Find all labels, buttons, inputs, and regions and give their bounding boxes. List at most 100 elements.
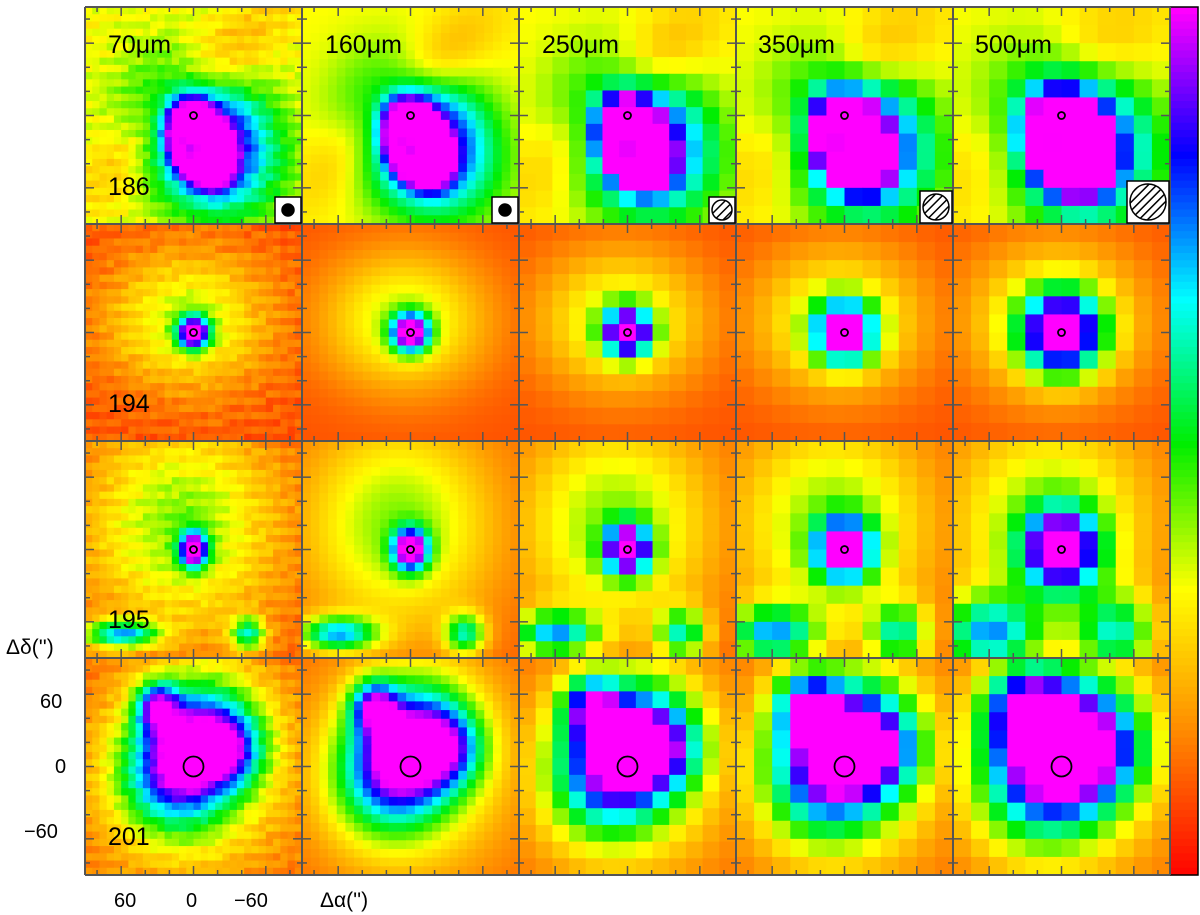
map-pixel xyxy=(423,388,433,399)
map-pixel xyxy=(484,319,494,329)
map-pixel xyxy=(135,441,144,449)
map-pixel xyxy=(121,7,129,15)
map-pixel xyxy=(113,542,122,551)
map-pixel xyxy=(362,197,373,208)
map-pixel xyxy=(449,397,459,407)
map-pixel xyxy=(251,491,260,500)
map-pixel xyxy=(1025,332,1045,352)
map-pixel xyxy=(222,93,231,102)
map-pixel xyxy=(121,585,129,594)
map-pixel xyxy=(423,336,433,347)
map-pixel xyxy=(432,163,442,173)
map-pixel xyxy=(113,520,122,529)
map-pixel xyxy=(229,274,238,283)
map-panel-195-0 xyxy=(85,441,303,659)
map-pixel xyxy=(371,180,381,190)
map-pixel xyxy=(328,145,338,156)
map-pixel xyxy=(186,79,195,88)
map-pixel xyxy=(157,607,166,616)
map-pixel xyxy=(423,206,433,216)
map-pixel xyxy=(294,57,303,66)
map-pixel xyxy=(501,93,511,104)
map-pixel xyxy=(215,491,224,500)
map-pixel xyxy=(258,50,267,59)
map-pixel xyxy=(1061,332,1081,352)
map-pixel xyxy=(193,310,202,319)
map-pixel xyxy=(229,158,238,167)
map-pixel xyxy=(258,238,267,247)
map-pixel xyxy=(898,169,918,189)
map-pixel xyxy=(336,33,346,43)
map-pixel xyxy=(432,33,442,43)
map-pixel xyxy=(164,535,173,543)
map-pixel xyxy=(287,151,296,160)
map-pixel xyxy=(440,380,451,390)
map-pixel xyxy=(440,197,451,208)
map-pixel xyxy=(772,368,791,388)
map-pixel xyxy=(449,406,459,416)
map-pixel xyxy=(106,267,115,276)
map-pixel xyxy=(222,274,231,283)
map-pixel xyxy=(186,187,195,196)
map-pixel xyxy=(319,232,329,242)
map-pixel xyxy=(207,252,216,261)
map-pixel xyxy=(113,506,122,514)
map-pixel xyxy=(510,302,520,312)
map-pixel xyxy=(142,614,151,623)
map-pixel xyxy=(484,197,494,208)
map-pixel xyxy=(251,137,260,146)
map-pixel xyxy=(280,50,289,59)
map-pixel xyxy=(244,412,252,420)
map-pixel xyxy=(1043,422,1063,442)
map-pixel xyxy=(186,260,195,268)
map-pixel xyxy=(113,527,122,536)
map-pixel xyxy=(492,241,503,251)
map-pixel xyxy=(552,307,570,325)
map-pixel xyxy=(164,433,173,442)
map-pixel xyxy=(669,123,687,142)
map-pixel xyxy=(106,64,115,73)
map-pixel xyxy=(1133,115,1153,135)
map-pixel xyxy=(280,636,289,645)
map-pixel xyxy=(215,600,224,608)
map-pixel xyxy=(85,202,93,211)
map-pixel xyxy=(222,209,231,218)
map-pixel xyxy=(510,284,520,295)
map-pixel xyxy=(229,50,238,59)
map-pixel xyxy=(1151,151,1171,171)
map-pixel xyxy=(128,375,137,384)
map-pixel xyxy=(432,371,442,381)
map-pixel xyxy=(397,423,407,433)
map-pixel xyxy=(484,336,494,347)
map-pixel xyxy=(492,397,503,407)
map-pixel xyxy=(121,433,129,442)
map-pixel xyxy=(302,441,312,451)
map-pixel xyxy=(85,650,93,659)
map-pixel xyxy=(99,426,108,435)
map-pixel xyxy=(492,250,503,260)
map-pixel xyxy=(251,535,260,543)
map-pixel xyxy=(171,289,180,297)
map-pixel xyxy=(215,310,224,319)
map-pixel xyxy=(310,59,320,69)
map-pixel xyxy=(142,274,151,283)
map-pixel xyxy=(310,206,320,216)
map-pixel xyxy=(85,325,93,334)
map-pixel xyxy=(229,571,238,580)
map-pixel xyxy=(200,72,209,80)
map-pixel xyxy=(310,467,320,477)
map-pixel xyxy=(388,380,399,390)
map-pixel xyxy=(880,169,900,189)
map-pixel xyxy=(328,345,338,355)
map-pixel xyxy=(215,556,224,565)
map-pixel xyxy=(113,7,122,15)
map-pixel xyxy=(440,180,451,190)
map-pixel xyxy=(200,578,209,587)
map-pixel xyxy=(302,284,312,295)
map-pixel xyxy=(354,414,364,425)
map-pixel xyxy=(193,166,202,174)
map-pixel xyxy=(1115,151,1135,171)
map-pixel xyxy=(1079,350,1099,370)
map-pixel xyxy=(99,614,108,623)
map-pixel xyxy=(244,455,252,464)
